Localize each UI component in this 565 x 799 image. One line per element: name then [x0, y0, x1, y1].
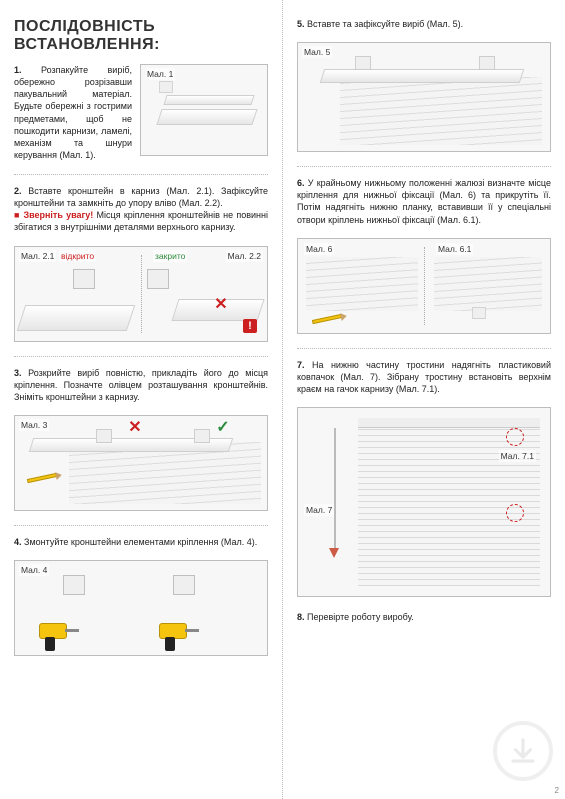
page-number: 2: [555, 786, 559, 795]
page-title: ПОСЛІДОВНІСТЬ ВСТАНОВЛЕННЯ:: [14, 18, 268, 54]
top-rail-flat: [358, 418, 540, 428]
figure-1-label: Мал. 1: [145, 68, 175, 80]
step-8: 8. Перевірте роботу виробу.: [297, 611, 551, 623]
step-1-body: Розпакуйте виріб, обережно розрізавши па…: [14, 65, 132, 160]
step-7-text: 7. На нижню частину тростини надягніть п…: [297, 359, 551, 395]
figure-6-label: Мал. 6: [304, 243, 334, 255]
wand-cord: [334, 428, 336, 548]
drill-icon: [35, 609, 79, 653]
bottom-fix: [472, 307, 485, 319]
figure-4-label: Мал. 4: [19, 564, 49, 576]
open-label: відкрито: [59, 250, 96, 262]
slats-left: [306, 257, 418, 311]
step-2-num: 2.: [14, 186, 22, 196]
blinds-slats: [340, 77, 542, 145]
figure-71-label: Мал. 7.1: [499, 450, 536, 462]
tassel-icon: [329, 548, 339, 558]
step-3-text: 3. Розкрийте виріб повністю, прикладіть …: [14, 367, 268, 403]
watermark-icon: [493, 721, 553, 781]
slats-right: [434, 257, 542, 311]
x-icon: ✕: [213, 297, 229, 313]
step-5-num: 5.: [297, 19, 305, 29]
step-8-num: 8.: [297, 612, 305, 622]
step-7-body: На нижню частину тростини надягніть плас…: [297, 360, 551, 394]
step-7: 7. На нижню частину тростини надягніть п…: [297, 359, 551, 395]
step-2-body: Вставте кронштейн в карниз (Мал. 2.1). З…: [14, 186, 268, 208]
rail-left: [17, 305, 135, 331]
step-3: 3. Розкрийте виріб повністю, прикладіть …: [14, 367, 268, 403]
figure-21-label: Мал. 2.1: [19, 250, 56, 262]
step-4-text: 4. Змонтуйте кронштейни елементами кріпл…: [14, 536, 268, 548]
step-1: Мал. 1 1. Розпакуйте виріб, обережно роз…: [14, 64, 268, 162]
step-6-body: У крайньому нижньому положенні жалюзі ви…: [297, 178, 551, 224]
bracket-closed: [147, 269, 169, 289]
figure-3-label: Мал. 3: [19, 419, 49, 431]
rail-illustration-2: [163, 95, 254, 105]
divider: [297, 348, 551, 349]
step-1-num: 1.: [14, 65, 22, 75]
step-2: 2. Вставте кронштейн в карниз (Мал. 2.1)…: [14, 185, 268, 234]
step-5: 5. Вставте та зафіксуйте виріб (Мал. 5).: [297, 18, 551, 30]
right-column: 5. Вставте та зафіксуйте виріб (Мал. 5).…: [283, 0, 565, 799]
figure-4: Мал. 4: [14, 560, 268, 656]
step-4: 4. Змонтуйте кронштейни елементами кріпл…: [14, 536, 268, 548]
fig-divider: [141, 255, 142, 333]
figure-3: Мал. 3 ✕ ✓: [14, 415, 268, 511]
drill-icon: [155, 609, 199, 653]
detail-circle-bottom: [506, 504, 524, 522]
figure-2: Мал. 2.1 відкрито закрито Мал. 2.2 ✕ !: [14, 246, 268, 342]
step-6: 6. У крайньому нижньому положенні жалюзі…: [297, 177, 551, 226]
step-6-text: 6. У крайньому нижньому положенні жалюзі…: [297, 177, 551, 226]
figure-5-label: Мал. 5: [302, 46, 332, 58]
bracket-a: [96, 429, 111, 443]
download-arrow-icon: [508, 736, 538, 766]
warning-icon: !: [243, 319, 257, 333]
figure-7-label: Мал. 7: [304, 504, 334, 516]
step-7-num: 7.: [297, 360, 305, 370]
pencil-icon: [27, 473, 57, 483]
figure-22-label: Мал. 2.2: [226, 250, 263, 262]
step-2-text: 2. Вставте кронштейн в карниз (Мал. 2.1)…: [14, 185, 268, 209]
check-icon: ✓: [215, 420, 231, 436]
step-2-warning: ■ Зверніть увагу! Місця кріплення кроншт…: [14, 209, 268, 233]
rail-illustration: [156, 109, 257, 125]
figure-5: Мал. 5: [297, 42, 551, 152]
step-8-body: Перевірте роботу виробу.: [307, 612, 414, 622]
figure-6: Мал. 6 Мал. 6.1: [297, 238, 551, 334]
bracket-mount-a: [63, 575, 85, 595]
step-3-num: 3.: [14, 368, 22, 378]
step-4-body: Змонтуйте кронштейни елементами кріпленн…: [24, 537, 257, 547]
step-8-text: 8. Перевірте роботу виробу.: [297, 611, 551, 623]
warn-label: Зверніть увагу!: [23, 210, 93, 220]
step-5-body: Вставте та зафіксуйте виріб (Мал. 5).: [307, 19, 463, 29]
step-5-text: 5. Вставте та зафіксуйте виріб (Мал. 5).: [297, 18, 551, 30]
step-4-num: 4.: [14, 537, 22, 547]
bracket-a: [355, 56, 370, 70]
figure-7: Мал. 7 Мал. 7.1: [297, 407, 551, 597]
parts-icon: [159, 81, 172, 93]
top-rail: [320, 69, 525, 83]
bracket-b: [479, 56, 494, 70]
step-3-body: Розкрийте виріб повністю, прикладіть йог…: [14, 368, 268, 402]
figure-61-label: Мал. 6.1: [436, 243, 473, 255]
pencil-icon: [312, 314, 342, 324]
x-icon: ✕: [127, 420, 143, 436]
left-column: ПОСЛІДОВНІСТЬ ВСТАНОВЛЕННЯ: Мал. 1 1. Ро…: [0, 0, 283, 799]
bracket-open: [73, 269, 95, 289]
figure-1: Мал. 1: [140, 64, 268, 156]
divider: [14, 525, 268, 526]
bracket-mount-b: [173, 575, 195, 595]
bracket-b: [194, 429, 209, 443]
divider: [14, 356, 268, 357]
step-6-num: 6.: [297, 178, 305, 188]
detail-circle-top: [506, 428, 524, 446]
divider: [14, 174, 268, 175]
fig-divider: [424, 247, 425, 325]
closed-label: закрито: [153, 250, 187, 262]
divider: [297, 166, 551, 167]
